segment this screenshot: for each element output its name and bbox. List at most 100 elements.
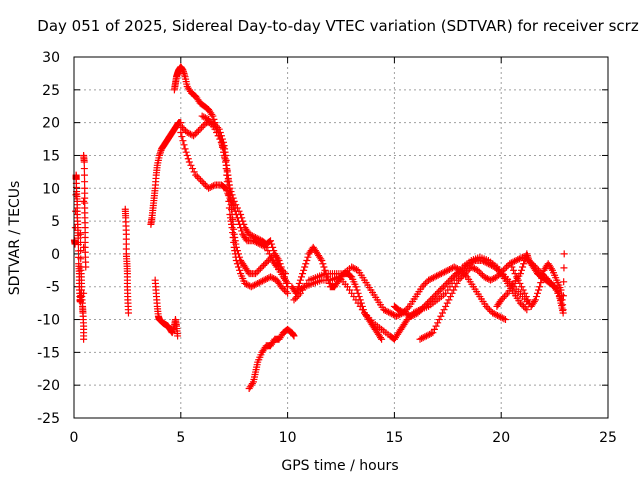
data-point [492, 265, 500, 273]
data-point [236, 266, 244, 274]
data-point [452, 270, 460, 278]
data-point [501, 316, 509, 324]
data-point [441, 268, 449, 276]
data-point [432, 322, 440, 330]
data-point [245, 230, 253, 238]
data-point [474, 266, 482, 274]
data-point [435, 288, 443, 296]
data-point [377, 334, 385, 342]
data-point [262, 275, 270, 283]
data-point [302, 260, 310, 268]
data-point [467, 263, 475, 271]
data-point [500, 293, 508, 301]
data-point [300, 266, 308, 274]
data-point [296, 285, 304, 293]
data-point [516, 299, 524, 307]
data-point [516, 279, 524, 287]
data-point [80, 171, 88, 179]
series-dip-4h [151, 276, 182, 340]
data-point [352, 265, 360, 273]
data-point [530, 297, 538, 305]
y-tick-label: 10 [42, 181, 60, 197]
data-point [499, 266, 507, 274]
data-point [560, 264, 568, 272]
data-point [418, 283, 426, 291]
data-point [495, 312, 503, 320]
data-point [536, 283, 544, 291]
data-point [477, 270, 485, 278]
data-point [254, 239, 262, 247]
data-point [484, 304, 492, 312]
data-point [440, 306, 448, 314]
data-point [253, 238, 261, 246]
data-point [304, 253, 312, 261]
data-point [191, 130, 199, 138]
data-point [427, 329, 435, 337]
data-point [383, 307, 391, 315]
data-point [197, 176, 205, 184]
data-point [261, 243, 269, 251]
data-point [461, 270, 469, 278]
data-point [560, 278, 568, 286]
data-point [522, 293, 530, 301]
data-point [290, 296, 298, 304]
data-point [277, 283, 285, 291]
data-point [195, 174, 203, 182]
data-point [290, 332, 298, 340]
data-point [431, 273, 439, 281]
data-point [448, 275, 456, 283]
data-point [462, 268, 470, 276]
data-point [399, 308, 407, 316]
data-point [267, 273, 275, 281]
data-point [299, 284, 307, 292]
y-tick-label: -25 [37, 411, 60, 427]
data-point [351, 265, 359, 273]
data-point [237, 224, 245, 232]
data-point [418, 334, 426, 342]
data-point [378, 335, 386, 343]
data-point [190, 132, 198, 140]
data-point [268, 240, 276, 248]
data-point [518, 301, 526, 309]
series-arc-b [177, 128, 292, 287]
series-rising-4h [147, 119, 185, 228]
data-point [428, 294, 436, 302]
data-point [389, 311, 397, 319]
data-point [261, 260, 269, 268]
data-point [421, 279, 429, 287]
data-point [178, 133, 186, 141]
data-point [451, 283, 459, 291]
data-point [443, 279, 451, 287]
data-point [508, 263, 516, 271]
data-point [424, 331, 432, 339]
data-point [201, 114, 209, 122]
data-point [484, 260, 492, 268]
data-point [433, 272, 441, 280]
data-point [517, 283, 525, 291]
data-point [396, 307, 404, 315]
data-point [299, 270, 307, 278]
data-point [223, 171, 231, 179]
data-point [446, 293, 454, 301]
data-point [483, 275, 491, 283]
data-point [420, 302, 428, 310]
data-point [535, 286, 543, 294]
data-point [497, 296, 505, 304]
x-tick-label: 15 [385, 430, 403, 446]
data-point [185, 129, 193, 137]
x-tick-label: 10 [279, 430, 297, 446]
data-point [233, 214, 241, 222]
y-tick-label: 20 [42, 116, 60, 132]
data-point [297, 284, 305, 292]
data-point [424, 299, 432, 307]
data-point [398, 307, 406, 315]
data-point [193, 173, 201, 181]
data-point [184, 155, 192, 163]
data-point [395, 306, 403, 314]
data-point [293, 293, 301, 301]
data-point [198, 178, 206, 186]
data-point [264, 247, 272, 255]
data-point [190, 168, 198, 176]
data-point [470, 257, 478, 265]
data-point [81, 178, 89, 186]
